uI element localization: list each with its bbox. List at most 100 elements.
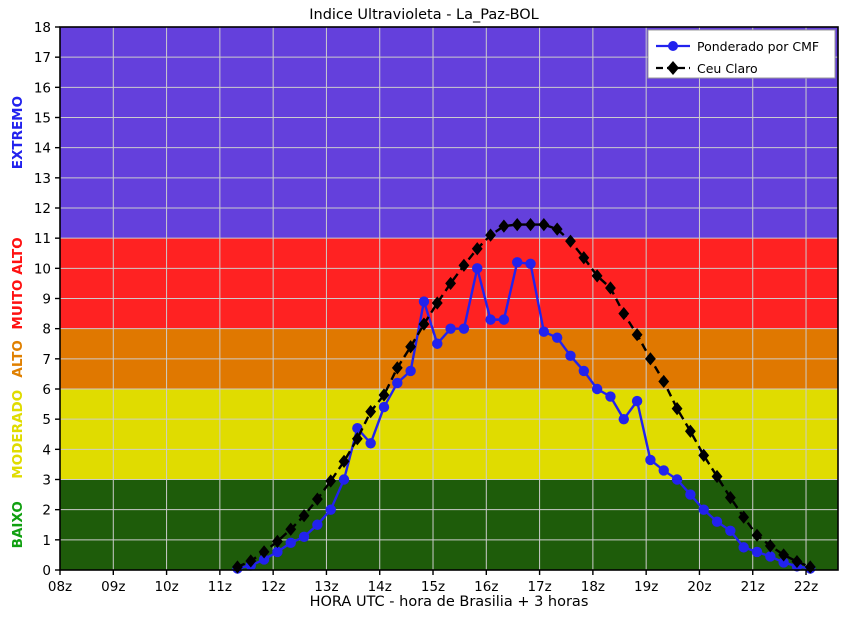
y-tick-label: 16	[34, 80, 51, 96]
data-point	[498, 219, 510, 233]
y-tick-label: 1	[42, 533, 51, 549]
data-point	[671, 402, 683, 416]
x-tick-label: 15z	[421, 579, 445, 595]
data-point	[538, 217, 550, 232]
data-point	[765, 551, 776, 562]
x-axis-ticks: 08z 09z 10z 11z 12z 13z 14z 15z 16z 17z 18z 19z 20z 2…	[48, 570, 818, 595]
x-tick-label: 16z	[474, 579, 498, 595]
data-point	[671, 474, 683, 485]
data-point	[338, 474, 350, 485]
data-point	[418, 317, 430, 331]
data-point	[485, 314, 496, 325]
data-point	[432, 338, 443, 349]
x-tick-label: 09z	[101, 579, 125, 595]
data-point	[685, 489, 696, 500]
data-point	[285, 522, 297, 536]
data-point	[778, 548, 790, 562]
data-point	[658, 465, 669, 476]
y-tick-label: 18	[34, 20, 51, 36]
x-axis-label: HORA UTC - hora de Brasilia + 3 horas	[310, 594, 589, 610]
y-tick-label: 4	[42, 442, 51, 458]
data-point	[472, 263, 483, 274]
data-point	[618, 413, 629, 425]
x-tick-label: 10z	[154, 579, 178, 595]
data-point	[311, 492, 323, 506]
data-point	[338, 454, 350, 468]
legend-label-ceu-claro: Ceu Claro	[697, 61, 758, 76]
data-point	[458, 258, 470, 272]
x-tick-label: 21z	[741, 579, 765, 595]
data-point	[751, 528, 763, 542]
data-point	[325, 504, 336, 515]
data-point	[418, 296, 430, 307]
data-point	[525, 258, 536, 270]
data-point	[298, 509, 310, 523]
data-point	[258, 554, 270, 565]
data-point	[618, 306, 630, 321]
y-tick-label: 6	[42, 382, 51, 398]
x-tick-label: 19z	[634, 579, 658, 595]
data-point	[445, 276, 456, 291]
data-point	[312, 519, 323, 530]
data-point	[498, 314, 510, 325]
y-tick-label: 15	[34, 111, 51, 127]
data-point	[365, 438, 376, 449]
y-tick-label: 14	[34, 141, 51, 157]
x-tick-label: 22z	[794, 579, 818, 595]
data-point	[791, 554, 803, 569]
y-tick-label: 12	[34, 201, 51, 217]
data-point	[378, 388, 390, 402]
data-point	[538, 326, 550, 337]
x-tick-label: 14z	[368, 579, 392, 595]
chart-legend[interactable]: Ponderado por CMF Ceu Claro	[647, 29, 836, 79]
data-point	[392, 377, 403, 389]
data-point	[738, 510, 750, 524]
x-tick-label: 11z	[208, 579, 232, 595]
band-label-baixo: BAIXO	[10, 501, 26, 548]
y-tick-label: 2	[42, 503, 51, 519]
x-tick-label: 18z	[581, 579, 605, 595]
x-tick-label: 08z	[48, 579, 72, 595]
y-tick-label: 11	[34, 231, 51, 247]
data-point	[591, 383, 603, 395]
data-point	[391, 361, 403, 375]
data-point	[365, 405, 377, 419]
data-point	[658, 374, 670, 389]
data-point	[751, 546, 763, 558]
data-point	[525, 217, 536, 232]
band-labels: BAIXO MODERADO ALTO MUITO ALTO EXTREMO	[10, 96, 26, 548]
uv-band-baixo	[60, 479, 838, 570]
data-point	[684, 424, 696, 438]
data-point	[485, 228, 496, 242]
data-point	[578, 365, 590, 377]
y-tick-label: 9	[42, 292, 51, 308]
band-label-extremo: EXTREMO	[10, 96, 26, 169]
legend-entry-ceu-claro[interactable]: Ceu Claro	[656, 61, 758, 76]
data-point	[245, 554, 257, 568]
grid-lines	[60, 27, 838, 570]
y-tick-label: 0	[42, 563, 51, 579]
data-point	[725, 525, 736, 536]
band-label-alto: ALTO	[10, 340, 26, 378]
data-point	[578, 251, 590, 265]
legend-marker-diamond-icon	[667, 61, 679, 75]
data-point	[631, 328, 643, 342]
data-point	[405, 365, 416, 377]
data-point	[285, 537, 296, 549]
data-point	[378, 401, 390, 413]
legend-label-ponderado: Ponderado por CMF	[697, 39, 819, 54]
series-ponderado-por-cmf	[232, 257, 816, 574]
data-point	[551, 332, 563, 343]
legend-entry-ponderado[interactable]: Ponderado por CMF	[656, 39, 819, 54]
page-title: Indice Ultravioleta - La_Paz-BOL	[309, 7, 539, 23]
y-tick-label: 10	[34, 261, 51, 277]
data-point	[591, 269, 603, 283]
y-tick-label: 3	[42, 473, 51, 489]
data-point	[645, 352, 656, 366]
data-point	[512, 257, 523, 268]
legend-box	[647, 29, 836, 79]
data-point	[698, 448, 710, 462]
uv-band-moderado	[60, 389, 838, 480]
